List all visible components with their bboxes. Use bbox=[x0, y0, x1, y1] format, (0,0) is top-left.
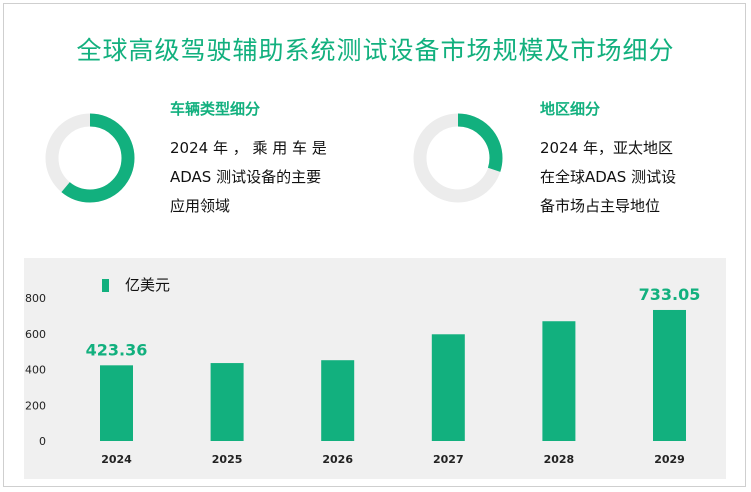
page-frame bbox=[3, 3, 746, 487]
description-line: 2024 年，亚太地区 bbox=[540, 139, 673, 157]
region-heading: 地区细分 bbox=[540, 100, 601, 118]
description-line: 2024 年 ， 乘 用 车 是 bbox=[170, 139, 327, 157]
donut-ring-share bbox=[45, 113, 135, 203]
x-tick-label: 2025 bbox=[212, 453, 243, 466]
x-tick-label: 2029 bbox=[654, 453, 685, 466]
x-tick-label: 2028 bbox=[544, 453, 575, 466]
region-description: 2024 年，亚太地区 在全球ADAS 测试设 备市场占主导地位 bbox=[540, 134, 676, 221]
bar-2029 bbox=[653, 309, 686, 441]
description-line: 备市场占主导地位 bbox=[540, 197, 661, 215]
legend-label: 亿美元 bbox=[125, 276, 170, 294]
description-line: ADAS 测试设备的主要 bbox=[170, 168, 322, 186]
region-donut bbox=[413, 113, 503, 203]
bar-2027 bbox=[431, 334, 465, 441]
description-line: 应用领域 bbox=[170, 197, 231, 215]
bar-2028 bbox=[542, 321, 576, 441]
legend-swatch bbox=[102, 279, 109, 292]
bar-2026 bbox=[321, 360, 355, 441]
bar-chart-svg: 亿美元 800 600 400 200 0 2024 423.36 2025 2026 2027… bbox=[25, 276, 701, 466]
donut-ring-share bbox=[413, 113, 503, 203]
bar-2024 bbox=[100, 365, 133, 441]
x-tick-label: 2026 bbox=[322, 453, 353, 466]
data-label-2024: 423.36 bbox=[86, 340, 148, 359]
y-tick-label: 0 bbox=[39, 435, 46, 448]
x-tick-label: 2027 bbox=[433, 453, 464, 466]
y-tick-label: 400 bbox=[25, 364, 46, 377]
market-size-chart: 亿美元 800 600 400 200 0 2024 423.36 2025 2026 2027… bbox=[24, 258, 726, 479]
x-tick-label: 2024 bbox=[101, 453, 132, 466]
page-title: 全球高级驾驶辅助系统测试设备市场规模及市场细分 bbox=[76, 36, 675, 65]
bar-2025 bbox=[210, 363, 244, 441]
data-label-2029: 733.05 bbox=[639, 285, 701, 304]
vehicle-type-donut bbox=[45, 113, 135, 203]
y-tick-label: 600 bbox=[25, 328, 46, 341]
y-tick-label: 200 bbox=[25, 399, 46, 412]
description-line: 在全球ADAS 测试设 bbox=[540, 168, 677, 186]
vehicle-type-description: 2024 年 ， 乘 用 车 是 ADAS 测试设备的主要 应用领域 bbox=[170, 134, 327, 221]
vehicle-type-heading: 车辆类型细分 bbox=[170, 100, 261, 118]
y-tick-label: 800 bbox=[25, 292, 46, 305]
